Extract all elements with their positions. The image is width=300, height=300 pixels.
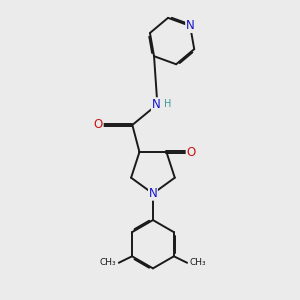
- Text: H: H: [164, 99, 171, 110]
- Text: O: O: [94, 118, 103, 131]
- Text: CH₃: CH₃: [190, 258, 206, 267]
- Text: O: O: [186, 146, 196, 158]
- Text: CH₃: CH₃: [100, 258, 116, 267]
- Text: N: N: [152, 98, 160, 111]
- Text: N: N: [186, 20, 194, 32]
- Text: N: N: [148, 187, 157, 200]
